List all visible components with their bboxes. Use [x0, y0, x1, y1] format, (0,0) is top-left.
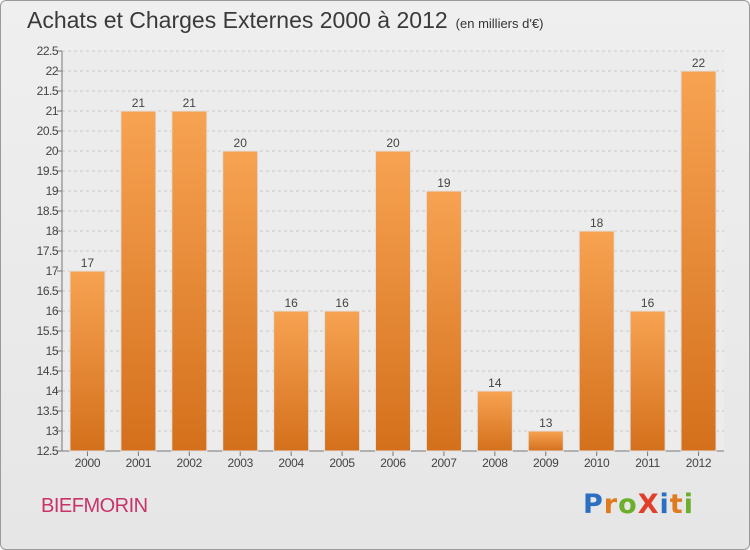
logo-letter: X: [637, 489, 660, 520]
logo-letter: P: [583, 489, 604, 520]
x-tick-label: 2003: [227, 456, 253, 470]
x-tick-label: 2007: [431, 456, 457, 470]
y-tick-label: 18.5: [37, 204, 59, 218]
data-label: 22: [692, 56, 706, 70]
y-tick-label: 17.5: [37, 244, 59, 258]
x-tick-label: 2008: [482, 456, 508, 470]
logo-letter: i: [659, 489, 670, 520]
bar: [273, 310, 310, 452]
y-tick-label: 16.5: [37, 284, 59, 298]
bar: [324, 310, 361, 452]
y-tick-label: 20: [46, 144, 59, 158]
bar: [527, 430, 564, 452]
x-tick-label: 2001: [126, 456, 152, 470]
y-tick-label: 21: [46, 104, 59, 118]
data-label: 21: [132, 96, 146, 110]
y-tick-label: 14.5: [37, 364, 59, 378]
title-unit: (en milliers d'€): [455, 16, 544, 31]
data-label: 18: [590, 216, 604, 230]
bar: [69, 270, 106, 452]
logo-letter: r: [603, 489, 619, 520]
x-tick-label: 2000: [75, 456, 101, 470]
bar: [171, 110, 208, 452]
data-label: 16: [335, 296, 349, 310]
data-label: 17: [81, 256, 95, 270]
y-tick-label: 13: [46, 424, 59, 438]
y-tick-label: 19: [46, 184, 59, 198]
y-tick-label: 17: [46, 264, 59, 278]
proxiti-logo: ProXiti: [583, 489, 694, 520]
x-tick-label: 2004: [278, 456, 304, 470]
logo-letter: o: [618, 489, 638, 520]
y-tick-label: 13.5: [37, 404, 59, 418]
y-tick-label: 22: [46, 64, 59, 78]
bar: [375, 150, 411, 452]
data-label: 20: [386, 136, 400, 150]
data-label: 16: [641, 296, 655, 310]
data-label: 14: [488, 376, 502, 390]
data-label: 20: [234, 136, 248, 150]
x-tick-label: 2006: [380, 456, 406, 470]
data-label: 16: [284, 296, 298, 310]
y-tick-label: 20.5: [37, 124, 59, 138]
bar: [476, 390, 513, 452]
bar: [680, 70, 717, 452]
chart-title: Achats et Charges Externes 2000 à 2012 (e…: [27, 7, 543, 34]
commune-name: BIEFMORIN: [41, 495, 148, 517]
data-label: 19: [437, 176, 451, 190]
bar: [222, 150, 259, 452]
x-tick-label: 2011: [635, 456, 660, 470]
y-tick-label: 18: [46, 224, 59, 238]
y-tick-label: 19.5: [37, 164, 59, 178]
bar: [578, 230, 615, 452]
y-tick-label: 22.5: [37, 44, 59, 58]
bar: [120, 110, 157, 452]
x-tick-label: 2010: [584, 456, 610, 470]
x-tick-label: 2009: [533, 456, 559, 470]
y-tick-label: 12.5: [37, 444, 59, 458]
data-label: 13: [539, 416, 553, 430]
y-tick-label: 14: [46, 384, 59, 398]
title-text: Achats et Charges Externes 2000 à 2012: [27, 7, 448, 33]
x-tick-label: 2002: [177, 456, 203, 470]
y-tick-label: 15.5: [37, 324, 59, 338]
logo-letter: i: [683, 489, 694, 520]
logo-letter: t: [669, 489, 684, 520]
y-tick-label: 21.5: [37, 84, 59, 98]
y-tick-label: 15: [46, 344, 59, 358]
x-tick-label: 2005: [329, 456, 355, 470]
x-tick-label: 2012: [686, 456, 712, 470]
bar: [629, 310, 666, 452]
y-tick-label: 16: [46, 304, 59, 318]
data-label: 21: [183, 96, 197, 110]
bar: [425, 190, 462, 452]
